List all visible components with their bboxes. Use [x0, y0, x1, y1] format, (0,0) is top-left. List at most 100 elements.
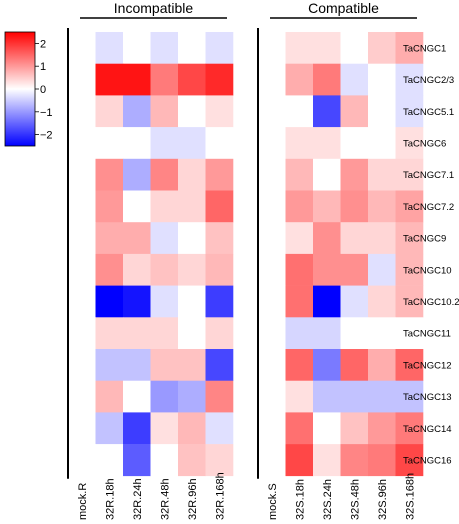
- row-label: TaCNGC11: [403, 329, 451, 340]
- heatmap-cell: [68, 349, 96, 381]
- heatmap-cell: [258, 285, 286, 318]
- heatmap-cell: [95, 95, 124, 128]
- heatmap-cell: [395, 190, 424, 223]
- heatmap-cell: [123, 349, 151, 381]
- heatmap-cell: [395, 222, 424, 255]
- heatmap-cell: [313, 222, 341, 255]
- heatmap-cell: [258, 349, 286, 381]
- heatmap-cell: [205, 349, 234, 381]
- row-label: TaCNGC7.2: [403, 202, 454, 213]
- heatmap-cell: [95, 158, 124, 191]
- heatmap-cell: [313, 95, 341, 128]
- heatmap-cell: [285, 412, 314, 445]
- heatmap-cell: [368, 158, 396, 191]
- heatmap-cell: [313, 127, 341, 160]
- color-scale-legend: 2 1 0 −1 −2: [4, 31, 53, 147]
- heatmap-cell: [150, 285, 179, 318]
- heatmap-cell: [205, 412, 234, 445]
- heatmap-cell: [285, 63, 314, 96]
- heatmap-cell: [285, 380, 314, 413]
- heatmap-cell: [340, 285, 369, 318]
- heatmap-cell: [395, 412, 424, 445]
- heatmap-cell: [95, 222, 124, 255]
- row-label: TaCNGC13: [403, 392, 452, 403]
- heatmap-cell: [368, 285, 396, 318]
- heatmap-cell: [395, 32, 424, 64]
- heatmap-cell: [340, 444, 369, 477]
- heatmap-cell: [123, 317, 151, 350]
- column-label: 32R.18h: [104, 478, 116, 520]
- group-label: Compatible: [308, 0, 379, 16]
- heatmap-cell: [205, 380, 234, 413]
- heatmap-cell: [68, 127, 96, 160]
- heatmap-cell: [395, 253, 424, 286]
- heatmap-cell: [205, 63, 234, 96]
- heatmap-cell: [258, 32, 286, 64]
- heatmap-cell: [68, 444, 96, 477]
- heatmap-cell: [123, 222, 151, 255]
- heatmap-cell: [340, 32, 369, 64]
- heatmap-cell: [178, 317, 206, 350]
- row-label: TaCNGC1: [403, 43, 446, 54]
- heatmap-cell: [95, 380, 124, 413]
- heatmap-cell: [313, 63, 341, 96]
- heatmap-cell: [150, 32, 179, 64]
- heatmap-cell: [285, 253, 314, 286]
- heatmap-cell: [68, 158, 96, 191]
- heatmap-cell: [205, 158, 234, 191]
- heatmap-cell: [285, 285, 314, 318]
- heatmap-cell: [368, 95, 396, 128]
- heatmap-cell: [95, 190, 124, 223]
- heatmap-cell: [150, 222, 179, 255]
- row-label: TaCNGC14: [403, 424, 452, 435]
- heatmap-cell: [68, 317, 96, 350]
- column-label: mock.S: [267, 483, 279, 520]
- heatmap-cell: [123, 95, 151, 128]
- heatmap-cell: [258, 190, 286, 223]
- row-label: TaCNGC5.1: [403, 107, 454, 118]
- row-label: TaCNGC10: [403, 265, 452, 276]
- heatmap-cell: [123, 63, 151, 96]
- heatmap-cell: [68, 95, 96, 128]
- heatmap-cell: [368, 380, 396, 413]
- heatmap-cell: [205, 253, 234, 286]
- heatmap-cell: [123, 32, 151, 64]
- heatmap-cell: [368, 317, 396, 350]
- heatmap-cell: [205, 222, 234, 255]
- heatmap-cell: [368, 63, 396, 96]
- heatmap-cell: [178, 190, 206, 223]
- row-label: TaCNGC16: [403, 455, 452, 466]
- column-labels: mock.R 32R.18h 32R.24h 32R.48h 32R.96h 32R.16…: [77, 472, 417, 520]
- heatmap-cell: [95, 444, 124, 477]
- heatmap-cell: [285, 95, 314, 128]
- heatmap-cell: [258, 95, 286, 128]
- heatmap-cell: [340, 412, 369, 445]
- row-label: TaCNGC10.2: [403, 297, 459, 308]
- heatmap-cell: [313, 444, 341, 477]
- heatmap-cell: [95, 349, 124, 381]
- heatmap-cell: [150, 95, 179, 128]
- heatmap-cell: [68, 63, 96, 96]
- heatmap-cell: [150, 127, 179, 160]
- heatmap-cell: [95, 127, 124, 160]
- heatmap-cell: [258, 158, 286, 191]
- color-scale-tick-label: 0: [40, 84, 46, 96]
- heatmap-cell: [150, 253, 179, 286]
- color-scale-tick-label: 1: [40, 61, 46, 73]
- heatmap-cell: [258, 444, 286, 477]
- heatmap-cell: [178, 127, 206, 160]
- group-label: Incompatible: [114, 0, 194, 16]
- heatmap-cell: [95, 285, 124, 318]
- color-scale-tick-label: 2: [40, 38, 46, 50]
- heatmap-cell: [205, 285, 234, 318]
- heatmap-cell: [285, 190, 314, 223]
- heatmap-cell: [285, 444, 314, 477]
- row-label: TaCNGC12: [403, 360, 452, 371]
- heatmap-cell: [285, 158, 314, 191]
- column-label: 32S.96h: [377, 479, 389, 520]
- heatmap-cell: [285, 127, 314, 160]
- heatmap-cell: [95, 32, 124, 64]
- heatmap-cell: [285, 317, 314, 350]
- heatmap-cell: [395, 349, 424, 381]
